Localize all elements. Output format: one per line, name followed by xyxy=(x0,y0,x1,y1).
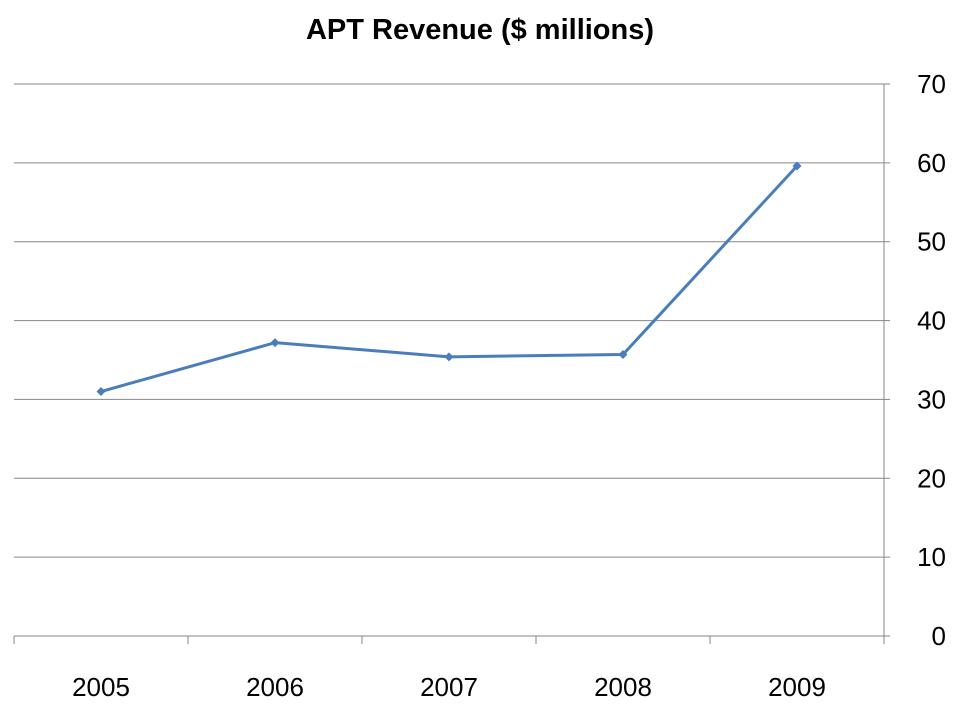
data-point xyxy=(618,349,628,359)
x-tick-label: 2007 xyxy=(420,672,478,702)
y-tick-label: 50 xyxy=(917,227,946,257)
y-tick-label: 0 xyxy=(932,621,946,651)
series-revenue xyxy=(96,161,802,397)
x-tick-label: 2006 xyxy=(246,672,304,702)
data-point xyxy=(444,352,454,362)
data-point xyxy=(270,338,280,348)
chart-title: APT Revenue ($ millions) xyxy=(305,14,655,46)
x-tick-label: 2009 xyxy=(768,672,826,702)
data-point xyxy=(96,387,106,397)
y-tick-label: 20 xyxy=(917,463,946,493)
gridlines xyxy=(14,83,884,558)
x-tick-label: 2008 xyxy=(594,672,652,702)
x-tick-label: 2005 xyxy=(72,672,130,702)
y-tick-label: 70 xyxy=(917,69,946,99)
y-tick-label: 60 xyxy=(917,148,946,178)
y-tick-labels: 0 10 20 30 40 50 60 70 xyxy=(917,69,946,651)
y-tick-label: 40 xyxy=(917,306,946,336)
y-tick-label: 10 xyxy=(917,542,946,572)
x-tick-labels: 2005 2006 2007 2008 2009 xyxy=(72,672,826,702)
data-point xyxy=(792,161,802,171)
axes xyxy=(13,83,890,644)
y-tick-label: 30 xyxy=(917,384,946,414)
